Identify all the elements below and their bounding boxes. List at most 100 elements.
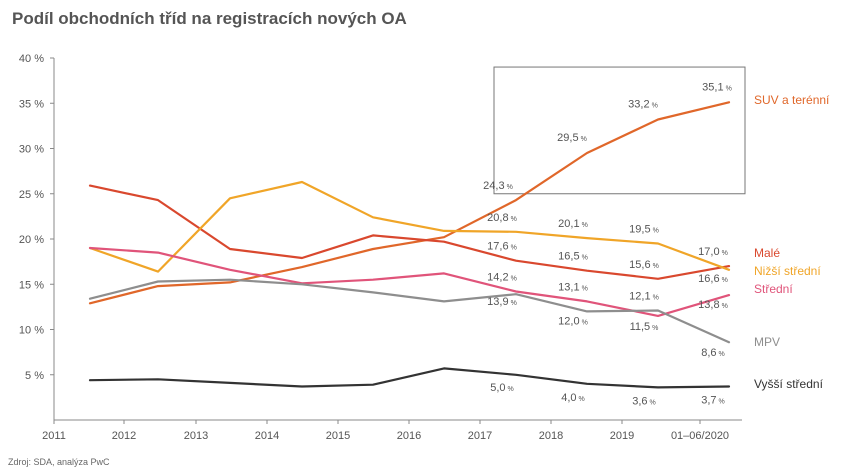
data-label: 16,5% xyxy=(558,251,588,263)
data-label-value: 12,0 xyxy=(558,315,579,327)
data-label: 8,6% xyxy=(701,347,725,359)
series-line xyxy=(88,278,731,344)
data-label-value: 35,1 xyxy=(702,81,723,93)
data-label: 17,6% xyxy=(487,241,517,253)
x-tick-label: 2017 xyxy=(468,430,492,442)
x-tick-label: 2012 xyxy=(112,430,136,442)
x-tick-label: 2014 xyxy=(255,430,279,442)
data-label: 29,5% xyxy=(557,132,587,144)
y-tick-label: 25 % xyxy=(19,189,44,201)
data-label: 17,0% xyxy=(698,246,728,258)
series-lines xyxy=(88,101,731,389)
data-label: 15,6% xyxy=(629,259,659,271)
data-label-percent: % xyxy=(719,399,725,406)
x-tick-label: 2011 xyxy=(42,430,66,442)
data-label: 13,1% xyxy=(558,281,588,293)
data-label-value: 16,6 xyxy=(698,273,719,285)
data-label-value: 33,2 xyxy=(628,99,649,111)
data-label-percent: % xyxy=(722,250,728,257)
data-label: 12,1% xyxy=(629,290,659,302)
highlight-box xyxy=(493,66,746,195)
data-label: 19,5% xyxy=(629,224,659,236)
data-label-percent: % xyxy=(582,319,588,326)
data-label: 14,2% xyxy=(487,271,517,283)
data-label-value: 3,7 xyxy=(701,395,716,407)
x-tick-label: 2016 xyxy=(397,430,421,442)
data-label: 33,2% xyxy=(628,99,658,111)
data-label-percent: % xyxy=(653,263,659,270)
data-label: 13,9% xyxy=(487,296,517,308)
data-label: 4,0% xyxy=(561,392,585,404)
data-label: 13,8% xyxy=(698,299,728,311)
data-label-value: 20,1 xyxy=(558,218,579,230)
y-tick-label: 35 % xyxy=(19,98,44,110)
y-tick-label: 15 % xyxy=(19,279,44,291)
data-label-percent: % xyxy=(653,228,659,235)
data-label-percent: % xyxy=(652,325,658,332)
series-line xyxy=(88,180,731,273)
data-label-value: 24,3 xyxy=(483,180,504,192)
data-labels: 24,3 %29,5 %33,2 %35,1 %17,6 %16,5 %15,6 %17,0%… xyxy=(483,81,830,407)
data-label-value: 14,2 xyxy=(487,271,508,283)
data-label: 16,6% xyxy=(698,273,728,285)
series-line xyxy=(88,367,731,389)
data-label: 35,1% xyxy=(702,81,732,93)
data-label: 20,8% xyxy=(487,212,517,224)
series-line xyxy=(88,184,731,280)
data-label-value: 16,5 xyxy=(558,251,579,263)
series-line xyxy=(88,246,731,317)
data-label-value: 17,6 xyxy=(487,241,508,253)
x-tick-label: 2018 xyxy=(539,430,563,442)
data-label: 3,7% xyxy=(701,395,725,407)
data-label-value: 13,8 xyxy=(698,299,719,311)
series-name-label: Vyšší střední xyxy=(754,377,824,391)
series-line xyxy=(88,101,731,305)
data-label-percent: % xyxy=(511,245,517,252)
x-tick-label: 2013 xyxy=(184,430,208,442)
data-label-percent: % xyxy=(726,85,732,92)
data-label-percent: % xyxy=(652,103,658,110)
data-label-percent: % xyxy=(719,351,725,358)
data-label-value: 5,0 xyxy=(490,382,505,394)
data-label-percent: % xyxy=(650,399,656,406)
series-name-label: SUV a terénní xyxy=(754,93,830,107)
data-label-percent: % xyxy=(507,184,513,191)
y-tick-label: 40 % xyxy=(19,53,44,65)
data-label-percent: % xyxy=(722,303,728,310)
y-tick-label: 10 % xyxy=(19,325,44,337)
y-tick-label: 5 % xyxy=(25,370,44,382)
data-label-percent: % xyxy=(582,255,588,262)
data-label-value: 12,1 xyxy=(629,290,650,302)
y-tick-label: 30 % xyxy=(19,144,44,156)
data-label-value: 20,8 xyxy=(487,212,508,224)
data-label-value: 13,9 xyxy=(487,296,508,308)
data-label-value: 3,6 xyxy=(632,395,647,407)
data-label-value: 29,5 xyxy=(557,132,578,144)
data-label: 12,0% xyxy=(558,315,588,327)
highlight-box-frame xyxy=(493,66,746,195)
data-label-value: 4,0 xyxy=(561,392,576,404)
data-label-percent: % xyxy=(508,386,514,393)
data-label-percent: % xyxy=(582,222,588,229)
series-name-label: Střední xyxy=(754,282,793,296)
series-name-label: Nižší střední xyxy=(754,264,821,278)
data-label-value: 13,1 xyxy=(558,281,579,293)
chart-axes: 40 % 35 % 30 % 25 % 20 % 15 % 10 % 5 % 2011 2012 2… xyxy=(19,53,742,442)
series-name-label: Malé xyxy=(754,246,780,260)
data-label-value: 17,0 xyxy=(698,246,719,258)
chart-title: Podíl obchodních tříd na registracích no… xyxy=(12,9,407,28)
data-label-value: 11,5 xyxy=(630,321,651,333)
data-label: 5,0% xyxy=(490,382,514,394)
y-tick-label: 20 % xyxy=(19,234,44,246)
source-note: Zdroj: SDA, analýza PwC xyxy=(8,457,110,467)
data-label: 20,1% xyxy=(558,218,588,230)
data-label-value: 15,6 xyxy=(629,259,650,271)
x-tick-label: 01–06/2020 xyxy=(671,430,729,442)
data-label-percent: % xyxy=(511,300,517,307)
data-label-value: 8,6 xyxy=(701,347,716,359)
data-label-percent: % xyxy=(581,136,587,143)
data-label-percent: % xyxy=(511,275,517,282)
data-label-percent: % xyxy=(653,294,659,301)
data-label-percent: % xyxy=(722,277,728,284)
